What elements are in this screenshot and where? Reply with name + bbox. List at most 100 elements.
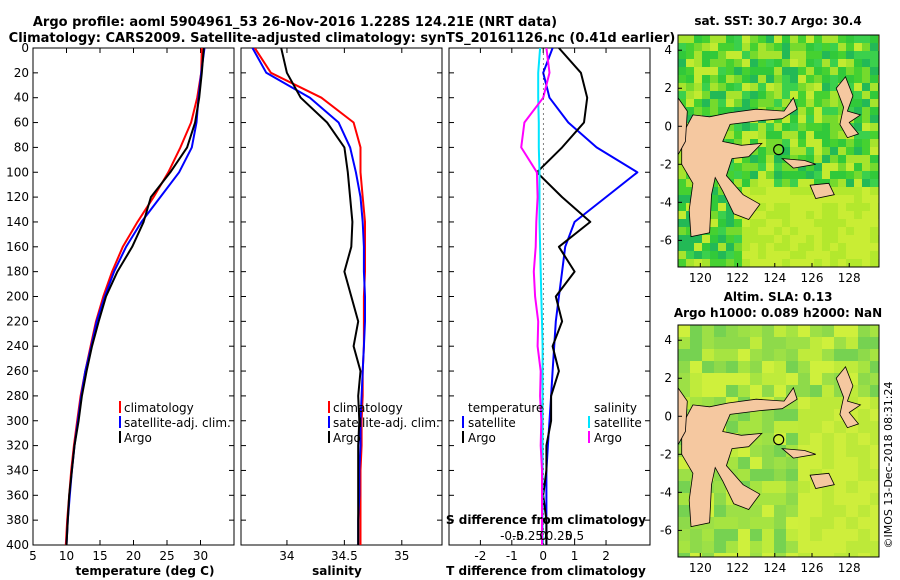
sst-map-cell xyxy=(798,211,806,219)
sst-map-cell xyxy=(846,51,854,59)
legend-temperature-heading: temperature xyxy=(468,401,543,415)
sst-map-cell xyxy=(854,147,862,155)
sst-map-cell xyxy=(774,43,782,51)
sla-map-cell xyxy=(834,433,846,445)
sst-map-cell xyxy=(862,179,870,187)
sla-map-cell xyxy=(810,397,822,409)
sst-map-cell xyxy=(806,99,814,107)
sst-map-cell xyxy=(774,131,782,139)
sst-map-cell xyxy=(814,243,822,251)
sst-map-cell xyxy=(758,147,766,155)
sst-map-cell xyxy=(710,235,718,243)
sla-map-cell xyxy=(798,529,810,541)
sst-map-cell xyxy=(822,123,830,131)
sla-map-cell xyxy=(762,457,774,469)
sst-map-cell xyxy=(710,35,718,43)
sst-map-cell xyxy=(734,179,742,187)
sla-map-cell xyxy=(822,373,834,385)
sst-map-cell xyxy=(862,91,870,99)
sst-map-cell xyxy=(854,123,862,131)
sst-map-cell xyxy=(830,75,838,83)
sla-map-cell xyxy=(762,553,774,557)
sst-map-cell xyxy=(782,43,790,51)
sst-map-cell xyxy=(822,179,830,187)
sst-map-cell xyxy=(686,59,694,67)
sst-map-cell xyxy=(782,187,790,195)
sla-map-land-sulawesi xyxy=(681,386,798,528)
sst-map-cell xyxy=(726,35,734,43)
sst-map-cell xyxy=(854,243,862,251)
sst-map-cell xyxy=(710,67,718,75)
sst-map-cell xyxy=(838,171,846,179)
sst-map-cell xyxy=(702,259,710,267)
sla-map-cell xyxy=(858,433,870,445)
sla-map-cell xyxy=(822,397,834,409)
sst-map-cell xyxy=(686,107,694,115)
sla-map-cell xyxy=(870,409,879,421)
sla-map-cell xyxy=(846,517,858,529)
sst-map-cell xyxy=(750,131,758,139)
sla-map-cell xyxy=(858,445,870,457)
sla-map-cell xyxy=(678,505,690,517)
sst-map-cell xyxy=(830,243,838,251)
sst-map-cell xyxy=(846,219,854,227)
legend-t-satellite: satellite xyxy=(468,416,516,430)
sla-map-cell xyxy=(678,529,690,541)
sla-map-cell xyxy=(822,361,834,373)
sst-map-cell xyxy=(854,171,862,179)
sst-map-cell xyxy=(774,195,782,203)
sst-map-cell xyxy=(766,123,774,131)
sst-map-cell xyxy=(814,35,822,43)
sst-map-cell xyxy=(790,179,798,187)
sst-map-cell xyxy=(790,155,798,163)
sst-map-cell xyxy=(830,43,838,51)
sst-map-land-sula xyxy=(780,158,816,169)
sst-map-cell xyxy=(846,243,854,251)
sst-map-cell xyxy=(774,243,782,251)
sst-map-cell xyxy=(838,227,846,235)
sst-map-cell xyxy=(846,107,854,115)
sla-map-cell xyxy=(810,361,822,373)
sla-map-cell xyxy=(846,337,858,349)
sst-map-cell xyxy=(742,131,750,139)
sst-map-cell xyxy=(758,187,766,195)
sst-map-cell xyxy=(870,243,878,251)
sst-map-cell xyxy=(822,195,830,203)
sla-map-cell xyxy=(738,529,750,541)
sst-map-cell xyxy=(782,83,790,91)
sst-map-cell xyxy=(766,243,774,251)
sla-map-cell xyxy=(774,409,786,421)
sst-map-cell xyxy=(758,179,766,187)
sst-map-cell xyxy=(774,203,782,211)
sst-map-cell xyxy=(750,67,758,75)
sst-map-cell xyxy=(678,179,686,187)
legend-climatology: climatology xyxy=(333,401,403,415)
sst-map-cell xyxy=(790,115,798,123)
sst-map-cell xyxy=(750,123,758,131)
sst-map-cell xyxy=(862,67,870,75)
sst-map-cell xyxy=(782,35,790,43)
sst-map-cell xyxy=(798,51,806,59)
sla-map-cell xyxy=(810,541,822,553)
sla-map-cell xyxy=(690,385,702,397)
map-x-tick-label: 124 xyxy=(763,271,786,285)
sst-map-cell xyxy=(678,43,686,51)
sst-map-cell xyxy=(806,51,814,59)
sst-map-cell xyxy=(726,203,734,211)
sst-map-cell xyxy=(846,83,854,91)
sla-map-cell xyxy=(738,385,750,397)
sst-map-cell xyxy=(694,51,702,59)
sst-map-cell xyxy=(846,187,854,195)
sla-map-cell xyxy=(714,541,726,553)
sla-map-cell xyxy=(750,529,762,541)
map-x-tick-label: 126 xyxy=(801,561,824,575)
sst-map-cell xyxy=(718,235,726,243)
sst-map-cell xyxy=(854,195,862,203)
sst-map-cell xyxy=(766,75,774,83)
sst-map-cell xyxy=(798,107,806,115)
sst-map-cell xyxy=(678,171,686,179)
sst-map-cell xyxy=(854,179,862,187)
sst-map-cell xyxy=(758,99,766,107)
sla-map-cell xyxy=(834,469,846,481)
sst-map-cell xyxy=(742,259,750,267)
